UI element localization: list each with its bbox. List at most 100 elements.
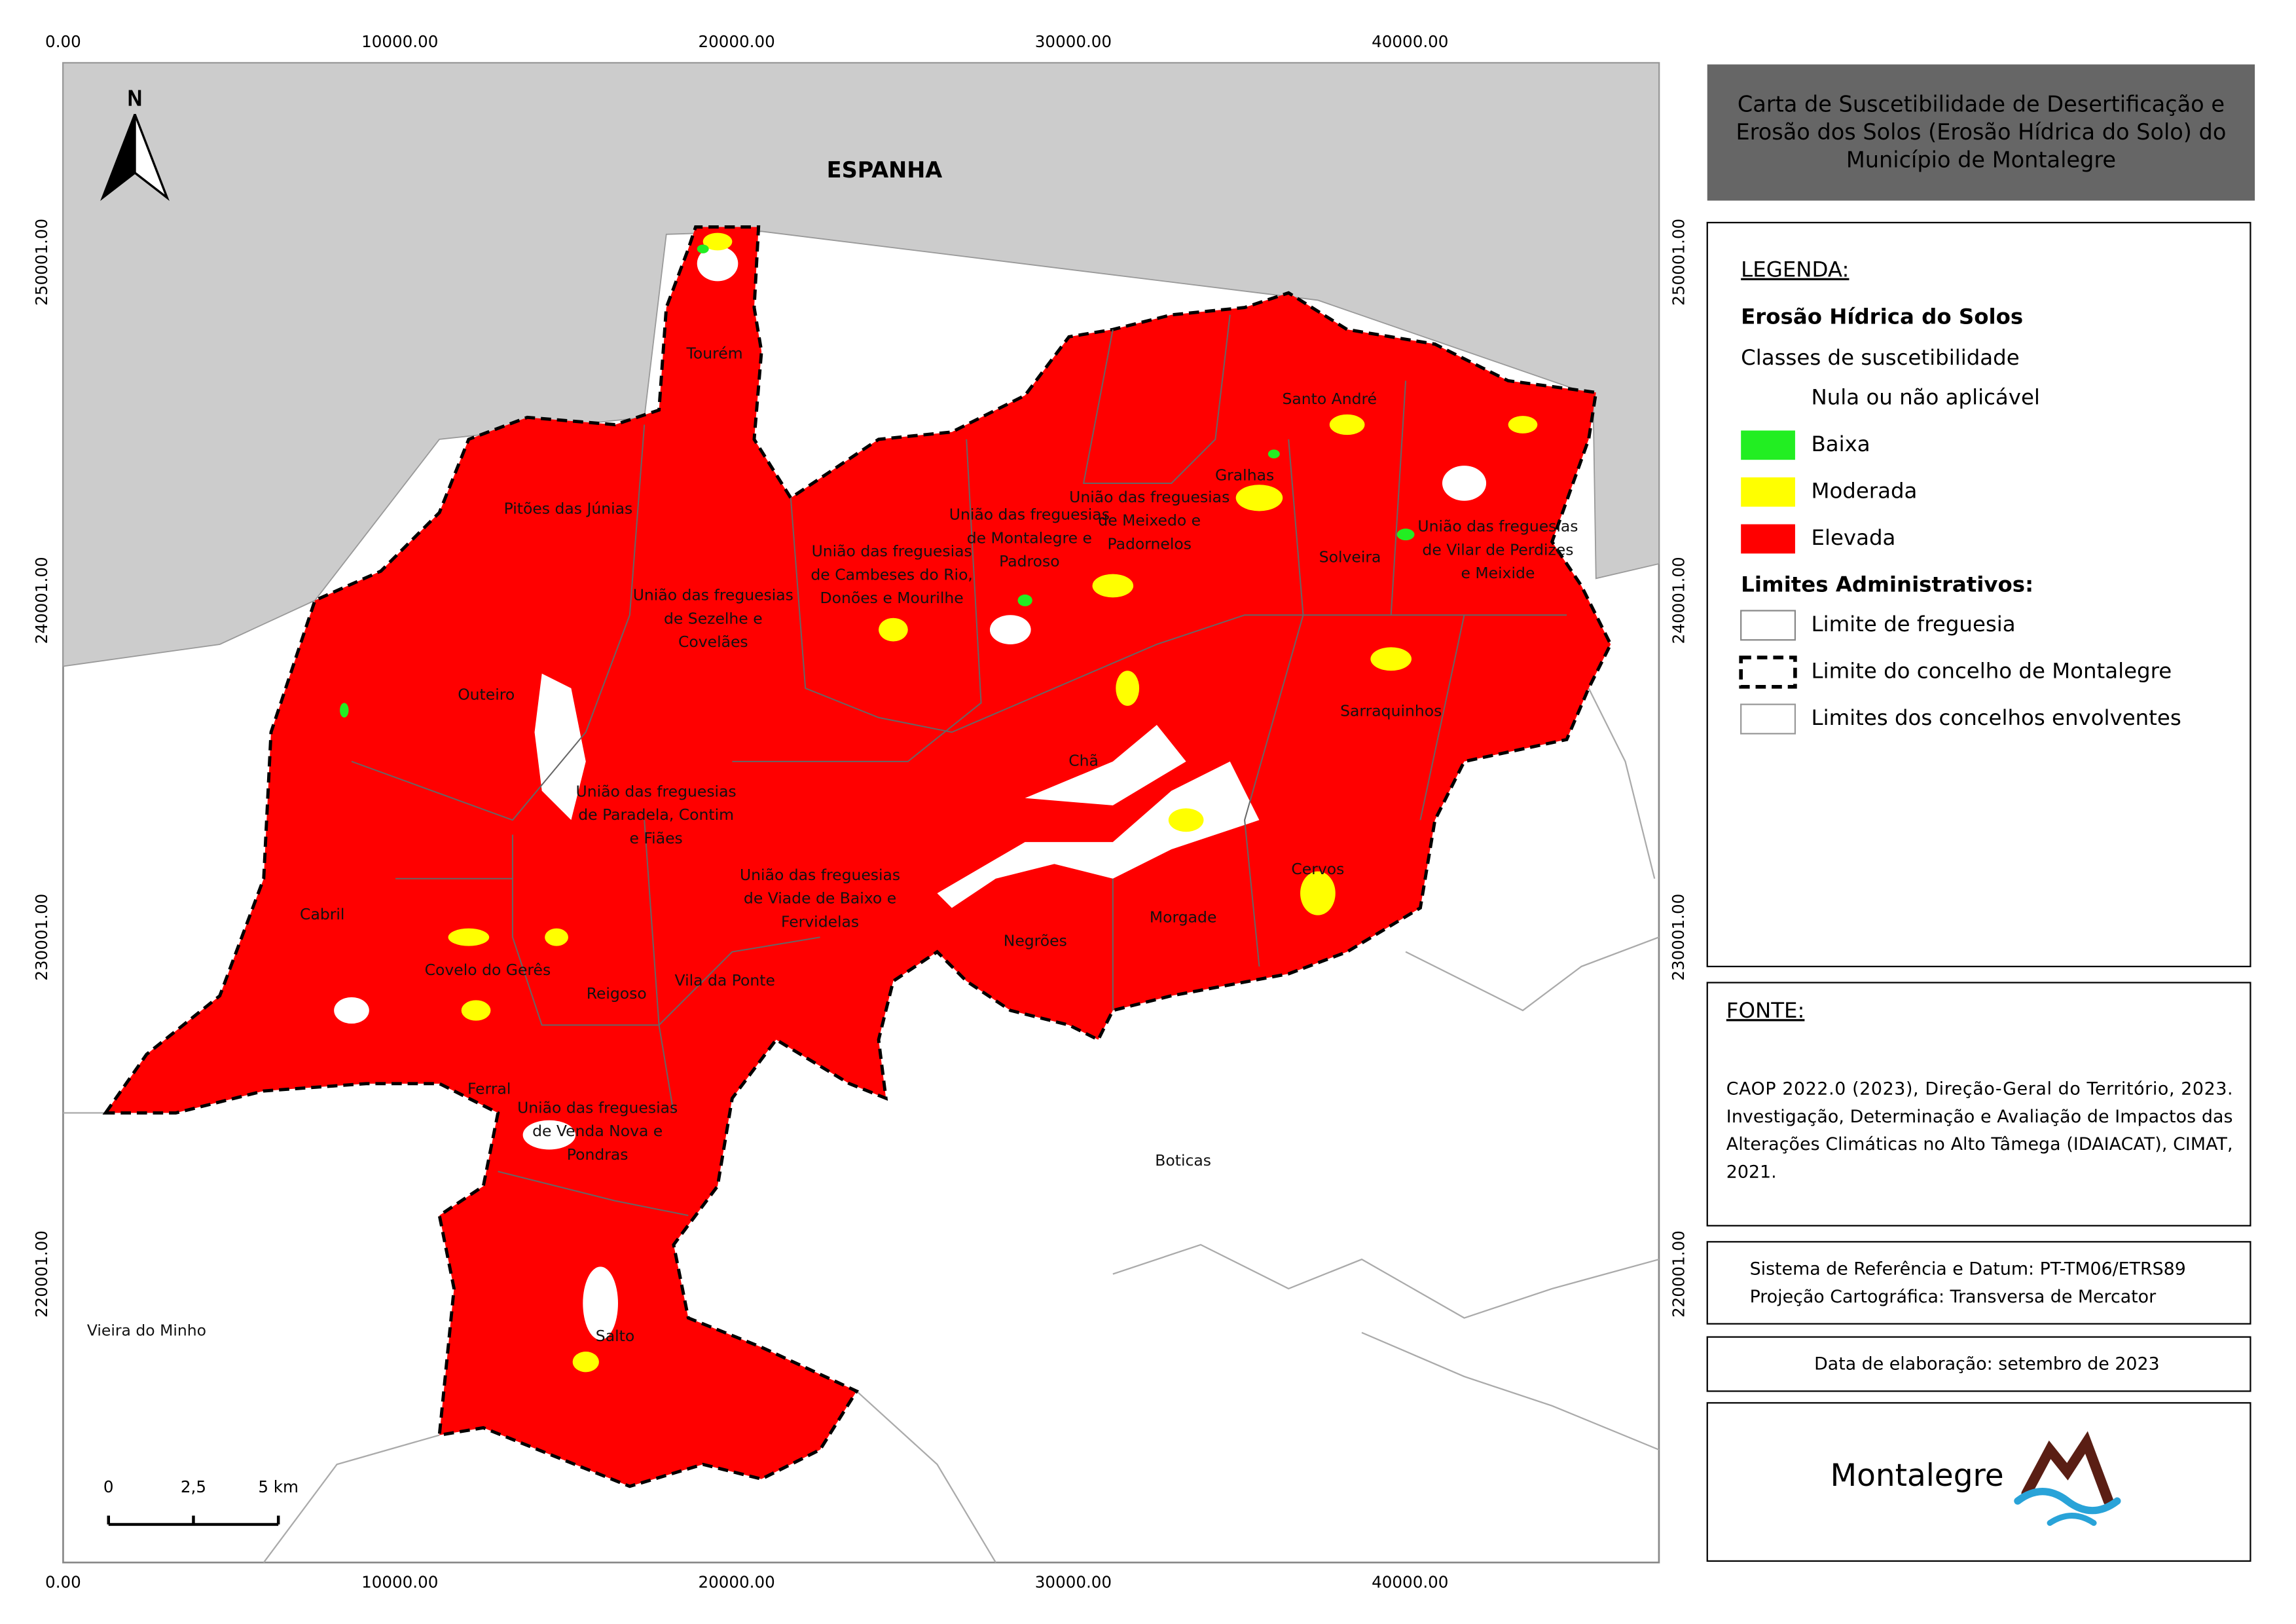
place-label: Fervidelas: [781, 912, 859, 931]
low-patches-green: [340, 244, 1415, 718]
source-text: Alterações Climáticas no Alto Tâmega (ID…: [1726, 1134, 2233, 1154]
place-label: de Montalegre e: [967, 528, 1092, 547]
place-label: Donões e Mourilhe: [820, 589, 964, 607]
place-label: Outeiro: [458, 686, 515, 704]
place-label: Solveira: [1319, 548, 1381, 566]
place-label: Covelo do Gerês: [425, 961, 551, 979]
place-label: Pitões das Júnias: [504, 500, 633, 518]
place-label: Negrões: [1004, 931, 1067, 950]
legend-heading: LEGENDA:: [1741, 257, 1849, 282]
legend-swatch: [1741, 477, 1795, 507]
y-coord-label: 230001.00: [32, 894, 51, 981]
legend-box: [1706, 221, 2251, 968]
x-coord-label: 0.00: [45, 1572, 81, 1591]
scale-label: 0: [103, 1477, 114, 1496]
legend-label: Baixa: [1812, 432, 1870, 456]
y-coord-label: 230001.00: [1669, 894, 1688, 981]
map-title: Carta de Suscetibilidade de Desertificaç…: [1738, 92, 2225, 117]
reference-text: Sistema de Referência e Datum: PT-TM06/E…: [1750, 1259, 2186, 1279]
parish-limits: [351, 314, 1567, 1217]
legend-limit-symbol: [1740, 703, 1796, 735]
x-coord-label: 30000.00: [1035, 32, 1112, 51]
municipality-area: [102, 225, 1613, 1488]
logo-box: [1706, 1402, 2251, 1562]
x-coord-label: 40000.00: [1372, 1572, 1448, 1591]
logo-text: Montalegre: [1831, 1458, 2004, 1494]
legend-limit-symbol: [1739, 655, 1797, 689]
place-label: e Meixide: [1461, 564, 1535, 582]
reference-text: Projeção Cartográfica: Transversa de Mer…: [1750, 1287, 2157, 1307]
place-label: de Meixedo e: [1098, 511, 1201, 530]
y-coord-label: 220001.00: [1669, 1230, 1688, 1318]
place-label: de Viade de Baixo e: [744, 889, 896, 908]
reference-box: [1706, 1241, 2251, 1325]
date-text: Data de elaboração: setembro de 2023: [1814, 1354, 2160, 1375]
map-title: Erosão dos Solos (Erosão Hídrica do Solo…: [1736, 119, 2227, 145]
place-label: Pondras: [567, 1145, 629, 1164]
y-coord-label: 240001.00: [32, 557, 51, 644]
scale-bar: [107, 1515, 280, 1526]
place-label: Cervos: [1291, 860, 1344, 878]
place-label: Cabril: [300, 905, 344, 923]
low-susceptibility-patches: [334, 246, 1487, 1340]
y-coord-label: 250001.00: [32, 219, 51, 306]
x-coord-label: 10000.00: [361, 32, 438, 51]
place-label: de Cambeses do Rio,: [811, 565, 972, 583]
x-coord-label: 40000.00: [1372, 32, 1448, 51]
place-label: Reigoso: [587, 984, 647, 1003]
north-arrow: [100, 113, 170, 201]
place-label: e Fiães: [629, 829, 682, 847]
legend-classes-title: Classes de suscetibilidade: [1741, 345, 2019, 370]
legend-limit-symbol: [1740, 610, 1796, 641]
legend-label: Elevada: [1812, 525, 1896, 550]
legend-swatch: [1741, 383, 1795, 413]
place-label: de Sezelhe e: [664, 609, 763, 627]
x-coord-label: 30000.00: [1035, 1572, 1112, 1591]
place-label: Vieira do Minho: [87, 1321, 206, 1339]
scale-label: 2,5: [181, 1477, 206, 1496]
place-label: Chã: [1068, 751, 1099, 769]
place-label: de Venda Nova e: [532, 1122, 663, 1140]
place-label: Vila da Ponte: [675, 971, 775, 989]
legend-label: Limite do concelho de Montalegre: [1812, 658, 2172, 683]
legend-limits-title: Limites Administrativos:: [1741, 572, 2033, 597]
place-label: União das freguesias: [633, 586, 793, 604]
place-label: Padornelos: [1108, 534, 1192, 553]
scale-label: 5 km: [258, 1477, 299, 1496]
legend-label: Nula ou não aplicável: [1812, 384, 2040, 409]
legend-swatch: [1741, 524, 1795, 554]
logo-mark: [2014, 1431, 2121, 1526]
date-box: [1706, 1336, 2251, 1392]
place-label: União das freguesias: [1069, 488, 1230, 506]
place-label: União das freguesias: [576, 782, 737, 800]
neighbour-limits: [63, 688, 1660, 1563]
place-label: Morgade: [1150, 908, 1216, 927]
country-label: ESPANHA: [827, 157, 943, 183]
legend-label: Limites dos concelhos envolventes: [1812, 705, 2181, 730]
x-coord-label: 20000.00: [698, 32, 774, 51]
place-label: Sarraquinhos: [1340, 701, 1442, 720]
place-label: União das freguesias: [949, 506, 1110, 524]
moderate-susceptibility-patches: [448, 232, 1538, 1373]
place-label: União das freguesias: [1417, 517, 1578, 536]
title-box: [1707, 64, 2255, 201]
source-text: 2021.: [1726, 1162, 1777, 1183]
legend-label: Limite de freguesia: [1812, 612, 2016, 637]
place-label: União das freguesias: [517, 1098, 678, 1116]
place-label: União das freguesias: [740, 866, 900, 884]
y-coord-label: 250001.00: [1669, 219, 1688, 306]
place-label: Covelães: [678, 633, 748, 651]
source-text: Investigação, Determinação e Avaliação d…: [1726, 1107, 2233, 1127]
y-coord-label: 240001.00: [1669, 557, 1688, 644]
place-label: Ferral: [467, 1079, 511, 1098]
source-text: CAOP 2022.0 (2023), Direção-Geral do Ter…: [1726, 1079, 2233, 1099]
north-label: N: [127, 87, 142, 111]
legend-label: Moderada: [1812, 478, 1918, 503]
x-coord-label: 20000.00: [698, 1572, 774, 1591]
x-coord-label: 10000.00: [361, 1572, 438, 1591]
place-label: Padroso: [999, 552, 1059, 570]
place-label: de Vilar de Perdizes: [1422, 540, 1573, 559]
place-label: União das freguesias: [812, 542, 972, 561]
y-coord-label: 220001.00: [32, 1230, 51, 1318]
